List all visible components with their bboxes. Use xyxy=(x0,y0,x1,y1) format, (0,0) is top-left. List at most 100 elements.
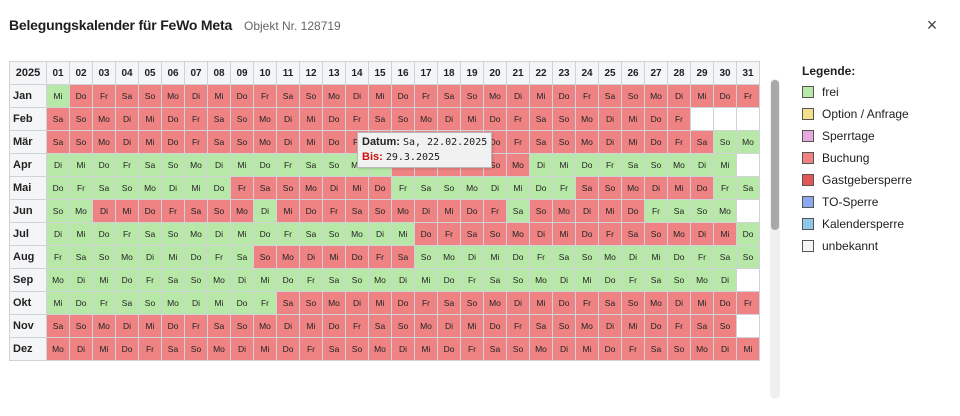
day-cell[interactable]: Di xyxy=(92,199,116,223)
day-cell[interactable]: Do xyxy=(690,176,714,200)
day-cell[interactable]: Mo xyxy=(253,314,277,338)
day-cell[interactable]: Mi xyxy=(115,199,139,223)
day-cell[interactable]: Fr xyxy=(207,245,231,269)
day-cell[interactable]: Sa xyxy=(345,199,369,223)
day-cell[interactable]: Sa xyxy=(207,314,231,338)
day-cell[interactable]: Mo xyxy=(644,291,668,315)
day-cell[interactable]: Sa xyxy=(667,199,691,223)
day-cell[interactable]: Sa xyxy=(690,314,714,338)
day-cell[interactable]: Mo xyxy=(506,222,530,246)
day-cell[interactable]: Sa xyxy=(115,291,139,315)
day-cell[interactable]: Di xyxy=(161,176,185,200)
day-cell[interactable]: Do xyxy=(69,84,93,108)
day-cell[interactable]: So xyxy=(552,107,576,131)
day-cell[interactable]: Mi xyxy=(92,268,116,292)
day-cell[interactable]: Do xyxy=(92,153,116,177)
day-cell[interactable]: Di xyxy=(391,268,415,292)
day-cell[interactable]: Di xyxy=(230,268,254,292)
day-cell[interactable]: Di xyxy=(368,222,392,246)
day-cell[interactable]: Di xyxy=(552,337,576,361)
day-cell[interactable]: Di xyxy=(690,153,714,177)
day-cell[interactable]: Do xyxy=(69,291,93,315)
day-cell[interactable]: Di xyxy=(46,222,70,246)
day-cell[interactable]: Fr xyxy=(345,107,369,131)
day-cell[interactable]: So xyxy=(69,130,93,154)
day-cell[interactable]: Sa xyxy=(598,291,622,315)
day-cell[interactable]: Di xyxy=(276,130,300,154)
day-cell[interactable]: Mo xyxy=(644,84,668,108)
day-cell[interactable]: Di xyxy=(276,314,300,338)
day-cell[interactable]: Mo xyxy=(253,107,277,131)
day-cell[interactable]: Sa xyxy=(322,268,346,292)
day-cell[interactable]: Fr xyxy=(736,84,760,108)
day-cell[interactable]: Fr xyxy=(506,107,530,131)
day-cell[interactable]: Mi xyxy=(299,314,323,338)
day-cell[interactable]: So xyxy=(644,153,668,177)
day-cell[interactable]: Do xyxy=(552,84,576,108)
day-cell[interactable]: Di xyxy=(552,268,576,292)
day-cell[interactable]: Di xyxy=(460,245,484,269)
day-cell[interactable]: So xyxy=(460,291,484,315)
day-cell[interactable]: So xyxy=(322,153,346,177)
day-cell[interactable]: So xyxy=(621,84,645,108)
day-cell[interactable]: Mo xyxy=(46,268,70,292)
day-cell[interactable]: Mo xyxy=(667,153,691,177)
day-cell[interactable]: Fr xyxy=(184,130,208,154)
day-cell[interactable]: Do xyxy=(138,199,162,223)
day-cell[interactable]: Mo xyxy=(230,199,254,223)
day-cell[interactable]: Mi xyxy=(713,153,737,177)
day-cell[interactable]: So xyxy=(391,107,415,131)
day-cell[interactable]: Mi xyxy=(230,222,254,246)
day-cell[interactable]: So xyxy=(322,222,346,246)
day-cell[interactable]: Do xyxy=(575,222,599,246)
day-cell[interactable]: Mo xyxy=(92,314,116,338)
day-cell[interactable]: Mo xyxy=(207,337,231,361)
day-cell[interactable]: Do xyxy=(345,245,369,269)
day-cell[interactable]: Fr xyxy=(184,107,208,131)
day-cell[interactable]: So xyxy=(483,222,507,246)
day-cell[interactable]: So xyxy=(46,199,70,223)
day-cell[interactable]: So xyxy=(391,314,415,338)
day-cell[interactable]: Di xyxy=(184,84,208,108)
day-cell[interactable]: Do xyxy=(437,268,461,292)
day-cell[interactable]: Di xyxy=(529,222,553,246)
day-cell[interactable]: Sa xyxy=(138,222,162,246)
day-cell[interactable]: Do xyxy=(368,176,392,200)
day-cell[interactable]: Fr xyxy=(69,176,93,200)
day-cell[interactable]: Do xyxy=(713,291,737,315)
day-cell[interactable]: Mi xyxy=(161,245,185,269)
day-cell[interactable]: Sa xyxy=(69,245,93,269)
day-cell[interactable]: Mo xyxy=(161,84,185,108)
day-cell[interactable]: Fr xyxy=(184,314,208,338)
day-cell[interactable]: So xyxy=(207,199,231,223)
day-cell[interactable]: Mo xyxy=(92,107,116,131)
day-cell[interactable]: So xyxy=(184,337,208,361)
day-cell[interactable]: Do xyxy=(115,337,139,361)
day-cell[interactable]: Di xyxy=(414,199,438,223)
day-cell[interactable]: Mo xyxy=(667,222,691,246)
day-cell[interactable]: Mi xyxy=(621,107,645,131)
day-cell[interactable]: Sa xyxy=(552,245,576,269)
day-cell[interactable]: Fr xyxy=(276,222,300,246)
day-cell[interactable]: Di xyxy=(69,337,93,361)
day-cell[interactable]: Fr xyxy=(621,268,645,292)
day-cell[interactable]: Mo xyxy=(322,291,346,315)
day-cell[interactable]: Fr xyxy=(552,176,576,200)
scrollbar-track[interactable] xyxy=(770,79,780,399)
day-cell[interactable]: Mi xyxy=(644,245,668,269)
day-cell[interactable]: Mo xyxy=(46,337,70,361)
day-cell[interactable]: Di xyxy=(299,245,323,269)
day-cell[interactable]: Mo xyxy=(368,337,392,361)
day-cell[interactable]: Di xyxy=(667,291,691,315)
day-cell[interactable]: Di xyxy=(598,107,622,131)
day-cell[interactable]: Fr xyxy=(345,314,369,338)
day-cell[interactable]: So xyxy=(667,268,691,292)
day-cell[interactable]: Di xyxy=(713,337,737,361)
day-cell[interactable]: So xyxy=(437,176,461,200)
day-cell[interactable]: So xyxy=(575,245,599,269)
day-cell[interactable]: Fr xyxy=(621,337,645,361)
day-cell[interactable]: Sa xyxy=(529,107,553,131)
day-cell[interactable]: Mo xyxy=(253,130,277,154)
day-cell[interactable]: Mo xyxy=(690,268,714,292)
day-cell[interactable]: Mi xyxy=(713,222,737,246)
